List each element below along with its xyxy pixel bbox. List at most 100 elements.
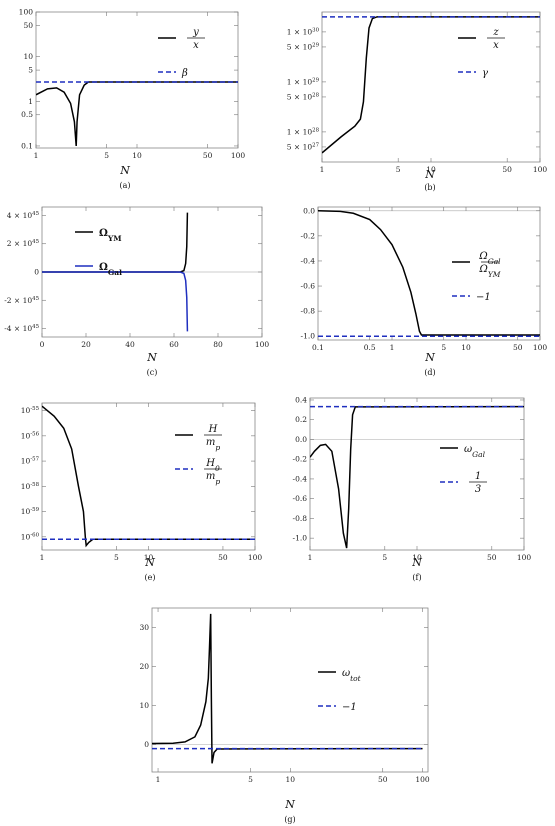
y-tick-label: 1 × 1029 (287, 77, 320, 86)
x-tick-label: 1 (34, 151, 39, 160)
y-tick-label: -0.8 (301, 307, 316, 316)
y-tick-label: 10-57 (21, 457, 40, 466)
x-axis-label: N (284, 798, 295, 811)
legend-label-denominator: x (193, 40, 199, 51)
x-tick-label: 0 (40, 340, 45, 349)
chart-f: 1 5 10 50 100 -1.0 -0.8 -0.6 -0.4 -0.2 0.0 0.2 0.4 ωG… (293, 395, 532, 582)
y-tick-label: 0.5 (21, 110, 33, 119)
y-tick-label: 10-55 (21, 406, 40, 415)
y-tick-label: 50 (23, 21, 33, 30)
y-tick-label: -0.6 (301, 282, 316, 291)
y-tick-label: 0 (144, 740, 149, 749)
x-tick-label: 50 (502, 165, 512, 174)
y-tick-label: -0.4 (301, 256, 316, 265)
panel-caption: (d) (424, 368, 435, 377)
y-tick-label: 10-59 (21, 507, 40, 516)
legend-label-numerator: ΩGal (478, 251, 501, 266)
x-tick-label: 100 (231, 151, 246, 160)
legend-label: γ (482, 68, 488, 79)
legend-label-denominator: x (493, 40, 499, 51)
x-tick-label: 10 (461, 343, 471, 352)
x-tick-label: 50 (513, 343, 523, 352)
x-tick-label: 50 (487, 553, 497, 562)
panel-caption: (g) (284, 815, 295, 824)
x-axis-label: N (144, 556, 155, 569)
y-tick-label: 0.1 (21, 141, 33, 150)
y-tick-label: 1 (28, 97, 33, 106)
y-tick-label: -4 × 1045 (4, 324, 39, 333)
x-tick-label: 100 (517, 553, 532, 562)
x-tick-label: 100 (415, 775, 430, 784)
chart-c: 0 20 40 60 80 100 -4 × 1045 -2 × 1045 0 2 × 1045 4… (4, 206, 269, 377)
x-tick-label: 5 (104, 151, 109, 160)
x-axis-label: N (424, 168, 435, 181)
legend-label: ωGal (464, 444, 486, 459)
series-line-0 (322, 16, 540, 154)
y-tick-label: 5 × 1027 (287, 142, 320, 151)
y-tick-label: 0.2 (295, 415, 307, 424)
chart-b: 1 5 10 50 100 5 × 1027 1 × 1028 5 × 1028 1 × 102… (287, 11, 547, 192)
chart-a: 1 5 10 50 100 0.1 0.5 1 5 10 50 100 yx β N (a) (19, 8, 246, 191)
x-axis-label: N (424, 351, 435, 364)
y-tick-label: 10 (23, 52, 33, 61)
x-tick-label: 0.5 (364, 343, 376, 352)
x-tick-label: 50 (203, 151, 213, 160)
legend-label-numerator: H (208, 424, 218, 435)
legend-label-denominator: 3 (475, 484, 481, 495)
legend-label-numerator: 1 (475, 471, 481, 482)
y-tick-label: 5 × 1029 (287, 42, 320, 51)
x-tick-label: 10 (412, 553, 422, 562)
legend-label-numerator: y (192, 27, 199, 38)
x-tick-label: 10 (286, 775, 296, 784)
series-line-0 (36, 81, 238, 147)
chart-d: 0.1 0.5 1 5 10 50 100 -1.0 -0.8 -0.6 -0.4 -0.2 0.0 ΩG… (301, 206, 548, 377)
y-tick-label: 10-58 (21, 482, 40, 491)
plot-frame (151, 607, 429, 773)
x-tick-label: 10 (132, 151, 142, 160)
y-tick-label: 4 × 1045 (7, 211, 40, 220)
x-tick-label: 1 (40, 553, 45, 562)
x-tick-label: 5 (382, 553, 387, 562)
y-tick-label: 30 (139, 623, 149, 632)
x-axis-label: N (119, 164, 130, 177)
panel-caption: (c) (147, 368, 158, 377)
legend-label: −1 (342, 702, 357, 713)
legend-label: ΩYM (99, 228, 122, 243)
y-tick-label: 10-60 (21, 532, 40, 541)
chart-g: 1 5 10 50 100 0 10 20 30 ωtot −1 N (g) (139, 607, 430, 824)
x-tick-label: 50 (378, 775, 388, 784)
x-tick-label: 10 (144, 553, 154, 562)
y-tick-label: 5 × 1028 (287, 92, 320, 101)
plot-frame (35, 11, 239, 149)
x-tick-label: 0.1 (312, 343, 324, 352)
y-tick-label: -0.2 (301, 231, 316, 240)
panel-caption: (e) (145, 573, 156, 582)
series-line-0 (318, 210, 540, 336)
series-line-0 (42, 405, 255, 548)
y-tick-label: 20 (139, 662, 149, 671)
legend-label: ΩGal (99, 262, 122, 277)
y-tick-label: 10-56 (21, 431, 40, 440)
plot-frame (41, 402, 256, 551)
legend-label: β (181, 68, 188, 79)
x-tick-label: 80 (213, 340, 223, 349)
x-tick-label: 1 (390, 343, 395, 352)
series-line-0 (152, 613, 423, 764)
plot-frame (317, 206, 541, 341)
x-tick-label: 20 (81, 340, 91, 349)
y-tick-label: 0.4 (295, 395, 307, 404)
plot-frame (321, 11, 541, 163)
legend-label: −1 (476, 292, 491, 303)
x-tick-label: 1 (320, 165, 325, 174)
legend-label-denominator: mp (206, 471, 220, 486)
x-tick-label: 5 (248, 775, 253, 784)
legend-label: ωtot (342, 668, 362, 683)
legend-label-numerator: H0 (205, 458, 220, 473)
x-tick-label: 1 (156, 775, 161, 784)
x-tick-label: 5 (114, 553, 119, 562)
y-tick-label: 1 × 1028 (287, 127, 320, 136)
legend-label-denominator: ΩYM (479, 264, 501, 279)
x-tick-label: 1 (308, 553, 313, 562)
x-axis-label: N (411, 556, 422, 569)
